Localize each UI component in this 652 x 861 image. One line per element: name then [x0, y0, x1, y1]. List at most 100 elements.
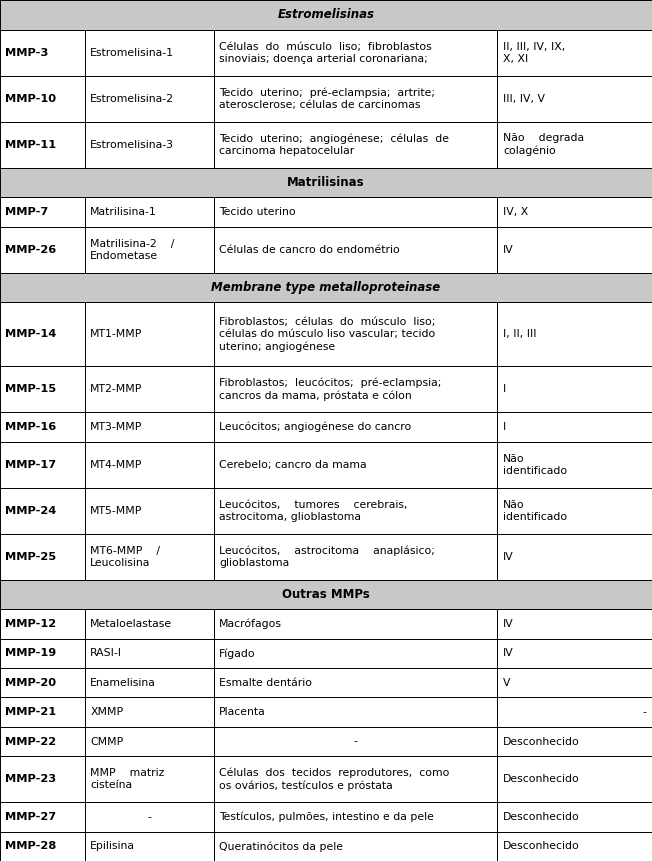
Text: MMP-7: MMP-7 — [5, 207, 49, 217]
Text: MT1-MMP: MT1-MMP — [90, 329, 143, 339]
Bar — [497, 226, 652, 273]
Bar — [214, 639, 497, 668]
Bar — [0, 610, 85, 639]
Text: Queratinócitos da pele: Queratinócitos da pele — [219, 841, 344, 852]
Bar — [214, 121, 497, 168]
Text: MMP-27: MMP-27 — [5, 812, 57, 822]
Bar — [214, 442, 497, 487]
Text: MMP-19: MMP-19 — [5, 648, 57, 659]
Bar — [0, 302, 85, 366]
Bar — [85, 756, 214, 802]
Bar — [497, 302, 652, 366]
Bar — [497, 442, 652, 487]
Bar — [0, 226, 85, 273]
Text: XMMP: XMMP — [90, 707, 123, 717]
Bar — [214, 76, 497, 121]
Bar — [0, 76, 85, 121]
Bar — [0, 168, 652, 197]
Text: Desconhecido: Desconhecido — [503, 841, 580, 852]
Bar — [214, 832, 497, 861]
Text: Leucócitos,    astrocitoma    anaplásico;
glioblastoma: Leucócitos, astrocitoma anaplásico; glio… — [219, 546, 436, 568]
Bar — [0, 366, 85, 412]
Text: Matrilisina-2    /
Endometase: Matrilisina-2 / Endometase — [90, 238, 175, 261]
Text: MMP-10: MMP-10 — [5, 94, 57, 103]
Text: Leucócitos,    tumores    cerebrais,
astrocitoma, glioblastoma: Leucócitos, tumores cerebrais, astrocito… — [219, 499, 408, 522]
Text: II, III, IV, IX,
X, XI: II, III, IV, IX, X, XI — [503, 41, 565, 64]
Bar — [497, 29, 652, 76]
Bar — [0, 534, 85, 579]
Text: MMP-12: MMP-12 — [5, 619, 57, 629]
Text: IV, X: IV, X — [503, 207, 528, 217]
Bar — [0, 487, 85, 534]
Text: Células  do  músculo  liso;  fibroblastos
sinoviais; doença arterial coronariana: Células do músculo liso; fibroblastos si… — [219, 41, 432, 64]
Text: Outras MMPs: Outras MMPs — [282, 588, 370, 601]
Text: III, IV, V: III, IV, V — [503, 94, 545, 103]
Text: RASI-I: RASI-I — [90, 648, 123, 659]
Text: MMP-22: MMP-22 — [5, 736, 57, 746]
Text: MT6-MMP    /
Leucolisina: MT6-MMP / Leucolisina — [90, 546, 160, 567]
Text: Epilisina: Epilisina — [90, 841, 135, 852]
Bar — [497, 832, 652, 861]
Text: CMMP: CMMP — [90, 736, 123, 746]
Bar — [214, 487, 497, 534]
Text: MMP-15: MMP-15 — [5, 384, 57, 394]
Bar — [0, 412, 85, 442]
Text: IV: IV — [503, 648, 514, 659]
Bar — [85, 487, 214, 534]
Bar — [0, 121, 85, 168]
Bar — [85, 412, 214, 442]
Bar — [497, 756, 652, 802]
Text: Matrilisinas: Matrilisinas — [287, 176, 365, 189]
Text: Tecido uterino: Tecido uterino — [219, 207, 296, 217]
Bar — [497, 366, 652, 412]
Text: Estromelisina-2: Estromelisina-2 — [90, 94, 174, 103]
Text: Desconhecido: Desconhecido — [503, 812, 580, 822]
Bar — [0, 756, 85, 802]
Bar — [85, 727, 214, 756]
Text: I, II, III: I, II, III — [503, 329, 537, 339]
Text: MMP-24: MMP-24 — [5, 505, 57, 516]
Bar — [0, 273, 652, 302]
Bar — [85, 442, 214, 487]
Bar — [0, 442, 85, 487]
Bar — [0, 727, 85, 756]
Bar — [214, 302, 497, 366]
Text: MMP-25: MMP-25 — [5, 552, 57, 561]
Text: MMP    matriz
cisteína: MMP matriz cisteína — [90, 768, 165, 790]
Bar — [85, 366, 214, 412]
Bar — [0, 697, 85, 727]
Text: Testículos, pulmões, intestino e da pele: Testículos, pulmões, intestino e da pele — [219, 812, 434, 822]
Text: MMP-28: MMP-28 — [5, 841, 57, 852]
Bar — [497, 534, 652, 579]
Bar — [85, 29, 214, 76]
Bar — [497, 668, 652, 697]
Text: MMP-26: MMP-26 — [5, 245, 57, 255]
Text: MT2-MMP: MT2-MMP — [90, 384, 143, 394]
Text: I: I — [503, 384, 506, 394]
Text: Células  dos  tecidos  reprodutores,  como
os ovários, testículos e próstata: Células dos tecidos reprodutores, como o… — [219, 768, 450, 790]
Text: -: - — [147, 812, 151, 822]
Bar — [0, 579, 652, 610]
Text: Tecido  uterino;  pré-eclampsia;  artrite;
aterosclerose; células de carcinomas: Tecido uterino; pré-eclampsia; artrite; … — [219, 87, 436, 110]
Text: MMP-23: MMP-23 — [5, 774, 57, 784]
Text: Placenta: Placenta — [219, 707, 266, 717]
Bar — [214, 697, 497, 727]
Bar — [85, 226, 214, 273]
Text: Esmalte dentário: Esmalte dentário — [219, 678, 312, 688]
Text: MMP-20: MMP-20 — [5, 678, 57, 688]
Bar — [85, 534, 214, 579]
Text: I: I — [503, 422, 506, 432]
Text: Não    degrada
colagénio: Não degrada colagénio — [503, 133, 584, 156]
Text: MMP-21: MMP-21 — [5, 707, 57, 717]
Text: Fibroblastos;  leucócitos;  pré-eclampsia;
cancros da mama, próstata e cólon: Fibroblastos; leucócitos; pré-eclampsia;… — [219, 378, 442, 401]
Text: MT5-MMP: MT5-MMP — [90, 505, 143, 516]
Text: Não
identificado: Não identificado — [503, 499, 567, 522]
Text: Fígado: Fígado — [219, 648, 256, 659]
Bar — [497, 727, 652, 756]
Text: Leucócitos; angiogénese do cancro: Leucócitos; angiogénese do cancro — [219, 422, 411, 432]
Bar — [0, 639, 85, 668]
Bar — [497, 610, 652, 639]
Bar — [497, 76, 652, 121]
Bar — [0, 29, 85, 76]
Text: Estromelisinas: Estromelisinas — [278, 9, 374, 22]
